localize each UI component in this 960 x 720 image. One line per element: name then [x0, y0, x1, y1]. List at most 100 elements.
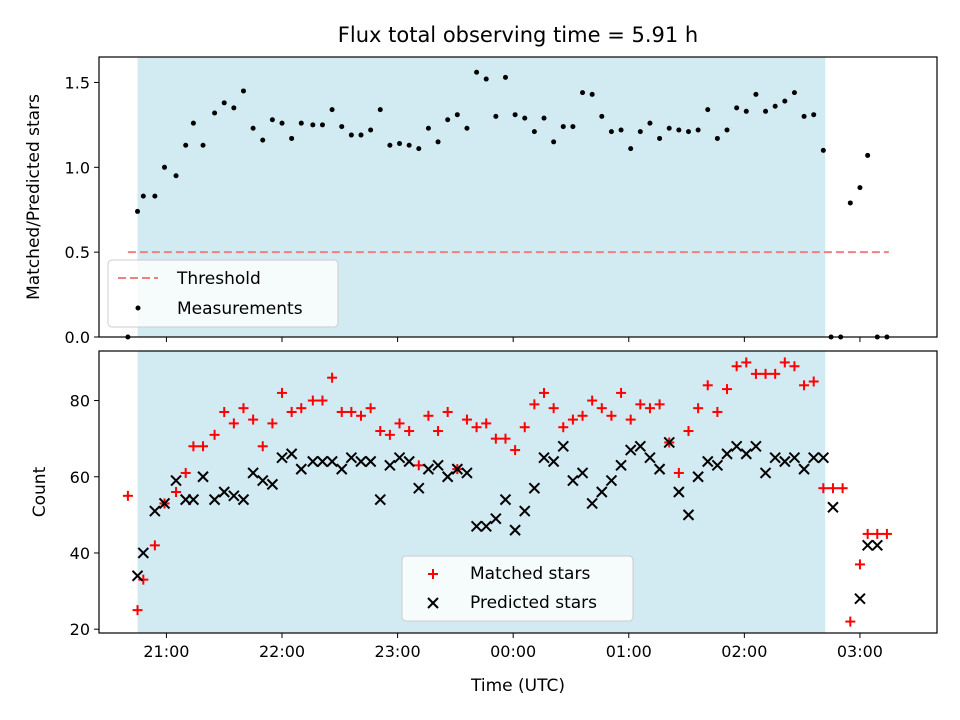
measurement-point	[724, 127, 730, 133]
predicted-star-point	[499, 493, 512, 506]
measurement-point	[637, 129, 643, 135]
predicted-star-point	[759, 467, 772, 479]
predicted-star-point	[432, 459, 444, 472]
matched-star-point	[286, 406, 297, 417]
measurement-point	[782, 98, 788, 104]
measurement-point	[377, 107, 383, 113]
top-axes-frame	[98, 56, 938, 338]
x-tick-label: 22:00	[259, 642, 305, 661]
bottom-y-axis-label: Count	[30, 466, 50, 517]
legend-matched-swatch	[428, 569, 438, 579]
predicted-star-point	[692, 471, 704, 483]
legend-measurements-label: Measurements	[177, 299, 303, 319]
predicted-star-point	[170, 474, 182, 487]
matched-star-point	[808, 376, 819, 387]
measurement-point	[406, 142, 412, 148]
predicted-star-point	[490, 512, 502, 525]
measurement-point	[445, 117, 451, 123]
bottom-y-ticks: 20 40 60 80	[70, 392, 99, 639]
measurement-point	[705, 107, 711, 113]
measurement-point	[212, 110, 218, 116]
matched-star-point	[228, 418, 239, 429]
x-tick-label: 01:00	[606, 642, 652, 661]
matched-star-point	[394, 418, 405, 429]
measurement-point	[183, 142, 189, 148]
matched-star-point	[837, 483, 848, 494]
predicted-star-point	[528, 482, 541, 494]
matched-star-point	[317, 395, 328, 406]
measurement-point	[190, 120, 196, 126]
measurement-point	[298, 120, 304, 126]
matched-star-point	[558, 422, 569, 433]
predicted-star-point	[854, 592, 866, 605]
matched-star-point	[267, 418, 278, 429]
matched-star-point	[442, 406, 453, 417]
measurement-point	[666, 125, 672, 131]
predicted-star-point	[137, 547, 150, 559]
matched-star-point	[257, 441, 268, 452]
predicted-star-point	[131, 570, 144, 582]
measurement-point	[483, 76, 489, 82]
measurement-point	[397, 141, 403, 147]
matched-star-point	[722, 384, 733, 395]
matched-star-point	[587, 395, 598, 406]
y-tick-label: 60	[70, 468, 90, 487]
predicted-star-point	[509, 524, 521, 536]
measurement-point	[695, 127, 701, 133]
predicted-star-point	[779, 455, 791, 468]
matched-star-point	[122, 490, 133, 501]
bottom-panel: 20 40 60 80 21:00 22:00 23:00 00:00 01:00 02:00 0…	[30, 350, 938, 696]
matched-star-point	[712, 406, 723, 417]
matched-star-point	[654, 399, 665, 410]
measurement-point	[493, 113, 499, 119]
predicted-star-point	[557, 440, 569, 452]
predicted-star-point	[586, 497, 598, 510]
matched-star-point	[500, 433, 511, 444]
measurement-point	[560, 124, 566, 130]
matched-star-point	[404, 426, 415, 437]
measurement-point	[599, 113, 605, 119]
matched-star-point	[307, 395, 318, 406]
top-plot-area	[125, 69, 890, 340]
measurement-point	[260, 137, 266, 143]
predicted-star-point	[547, 455, 560, 468]
measurement-point	[200, 142, 206, 148]
matched-star-point	[548, 403, 559, 414]
measurement-point	[221, 100, 227, 106]
matched-star-point	[219, 406, 230, 417]
matched-star-point	[827, 483, 838, 494]
legend-measurements-swatch	[135, 305, 141, 311]
matched-star-point	[606, 410, 617, 421]
predicted-star-point	[187, 493, 200, 506]
predicted-star-point	[634, 440, 647, 452]
predicted-star-point	[413, 482, 425, 494]
predicted-star-point	[798, 463, 810, 475]
matched-star-point	[731, 361, 742, 372]
measurement-point	[628, 146, 634, 152]
predicted-star-point	[158, 497, 171, 510]
bottom-x-ticks: 21:00 22:00 23:00 00:00 01:00 02:00 03:00	[143, 633, 883, 661]
predicted-star-point	[721, 448, 733, 460]
predicted-star-point	[567, 474, 579, 487]
measurement-point	[474, 69, 480, 75]
legend-threshold-label: Threshold	[176, 269, 261, 289]
top-y-ticks: 0.0 0.5 1.0 1.5	[65, 73, 99, 347]
matched-star-point	[519, 422, 530, 433]
measurement-point	[152, 193, 158, 199]
predicted-star-point	[740, 448, 752, 460]
predicted-star-point	[197, 471, 209, 483]
measurement-point	[857, 185, 863, 191]
x-tick-label: 03:00	[837, 642, 883, 661]
predicted-star-point	[257, 474, 269, 487]
predicted-star-point	[237, 493, 250, 506]
matched-star-point	[461, 414, 472, 425]
matched-star-point	[596, 403, 607, 414]
matched-star-point	[132, 605, 143, 616]
predicted-star-point	[295, 463, 307, 475]
predicted-star-point	[644, 451, 656, 464]
measurement-point	[618, 127, 624, 133]
predicted-star-point	[624, 444, 637, 456]
measurement-point	[714, 135, 720, 141]
matched-star-point	[770, 368, 781, 379]
measurement-point	[387, 142, 393, 148]
